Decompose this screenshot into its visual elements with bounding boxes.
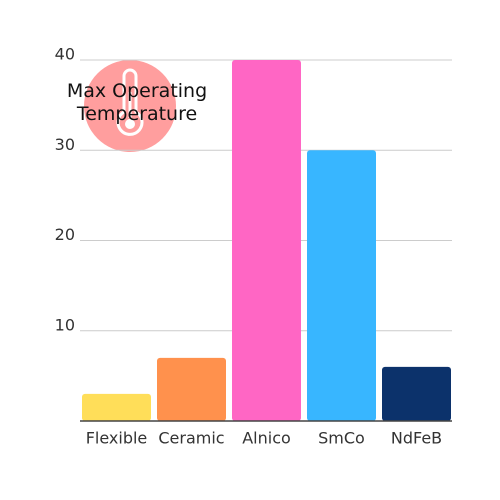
y-tick-label: 20	[55, 225, 75, 244]
bar	[232, 60, 301, 421]
bar	[82, 393, 151, 421]
x-tick-label: Ceramic	[158, 429, 224, 448]
x-tick-label: NdFeB	[391, 429, 442, 448]
thermometer-icon	[84, 60, 176, 152]
x-tick-label: Flexible	[86, 429, 148, 448]
y-tick-label: 10	[55, 315, 75, 334]
x-tick-label: Alnico	[242, 429, 291, 448]
bar	[157, 357, 226, 421]
x-tick-label: SmCo	[318, 429, 365, 448]
bar	[382, 366, 451, 421]
chart-title: Max Operating Temperature	[66, 80, 208, 125]
bar	[307, 150, 376, 421]
y-tick-label: 40	[55, 45, 75, 64]
y-tick-label: 30	[55, 135, 75, 154]
